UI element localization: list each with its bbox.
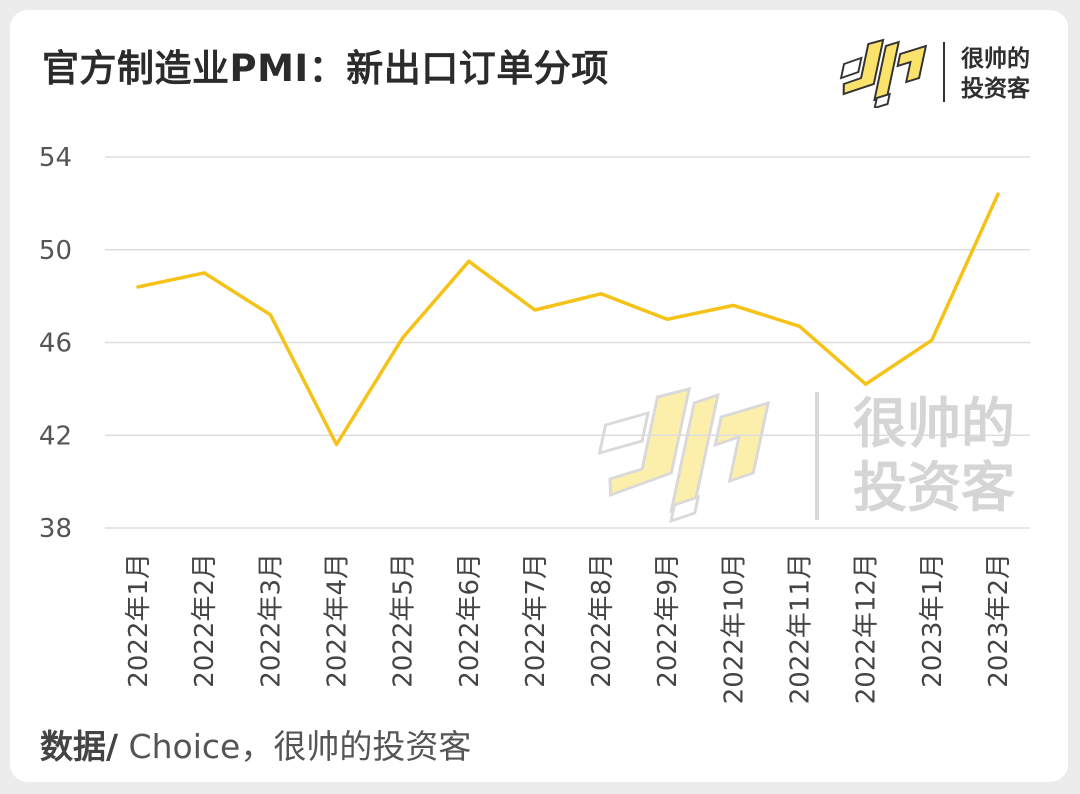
watermark-line-2: 投资客 — [853, 456, 1015, 519]
x-tick-label: 2022年9月 — [653, 553, 683, 688]
y-tick-label: 46 — [39, 329, 72, 359]
x-tick-label: 2022年5月 — [389, 553, 419, 688]
y-tick-label: 50 — [39, 236, 72, 266]
series-line — [136, 192, 1000, 447]
brand-line-2: 投资客 — [961, 76, 1030, 102]
brand-line-1: 很帅的 — [961, 46, 1030, 72]
x-tick-label: 2022年4月 — [322, 553, 352, 688]
y-tick-label: 38 — [39, 514, 72, 544]
shuai-logo-icon — [839, 38, 928, 110]
brand-logo: 很帅的 投资客 — [836, 36, 1056, 110]
y-tick-label: 42 — [39, 421, 72, 451]
x-tick-label: 2023年2月 — [984, 553, 1014, 688]
x-tick-label: 2022年11月 — [786, 553, 816, 704]
chart-card — [10, 10, 1068, 782]
x-tick-label: 2022年2月 — [190, 553, 220, 688]
y-tick-label: 54 — [39, 143, 72, 173]
source-prefix: 数据/ — [40, 727, 119, 766]
chart-title: 官方制造业PMI：新出口订单分项 — [42, 47, 609, 90]
x-tick-label: 2022年1月 — [124, 553, 154, 688]
brand-name: 很帅的 投资客 — [961, 44, 1030, 104]
x-tick-label: 2022年6月 — [455, 553, 485, 688]
x-tick-label: 2022年12月 — [852, 553, 882, 704]
source-note: 数据/ Choice，很帅的投资客 — [40, 720, 471, 768]
watermark-divider — [815, 392, 819, 520]
source-text: Choice，很帅的投资客 — [118, 727, 472, 766]
brand-divider — [943, 42, 945, 102]
watermark-logo-icon — [597, 387, 771, 524]
x-tick-label: 2022年3月 — [256, 553, 286, 688]
watermark-line-1: 很帅的 — [853, 392, 1015, 455]
x-tick-label: 2023年1月 — [918, 553, 948, 688]
watermark-text: 很帅的 投资客 — [853, 392, 1015, 520]
x-tick-label: 2022年10月 — [719, 553, 749, 704]
x-tick-label: 2022年7月 — [521, 553, 551, 688]
x-tick-label: 2022年8月 — [587, 553, 617, 688]
